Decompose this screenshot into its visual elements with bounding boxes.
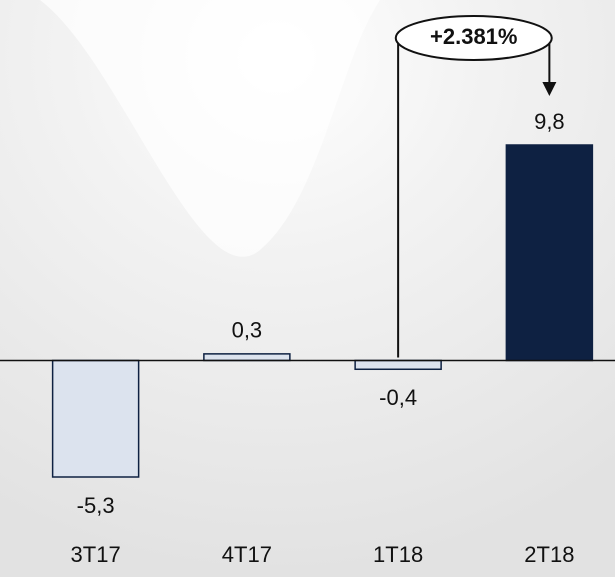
value-label: -0,4 xyxy=(379,385,417,410)
arrow-head xyxy=(542,82,557,96)
value-label: 9,8 xyxy=(534,109,565,134)
value-label: -5,3 xyxy=(77,493,115,518)
x-tick-label: 4T17 xyxy=(222,542,272,567)
x-tick-label: 2T18 xyxy=(524,542,574,567)
value-label: 0,3 xyxy=(232,318,263,343)
annotation-bubble xyxy=(394,15,553,61)
x-tick-label: 3T17 xyxy=(71,542,121,567)
x-tick-label: 1T18 xyxy=(373,542,423,567)
bar xyxy=(203,353,291,362)
background-shape xyxy=(40,0,380,257)
bar xyxy=(354,359,442,371)
bar xyxy=(505,144,594,362)
annotation: +2.381% xyxy=(430,24,517,49)
bar xyxy=(51,359,140,478)
